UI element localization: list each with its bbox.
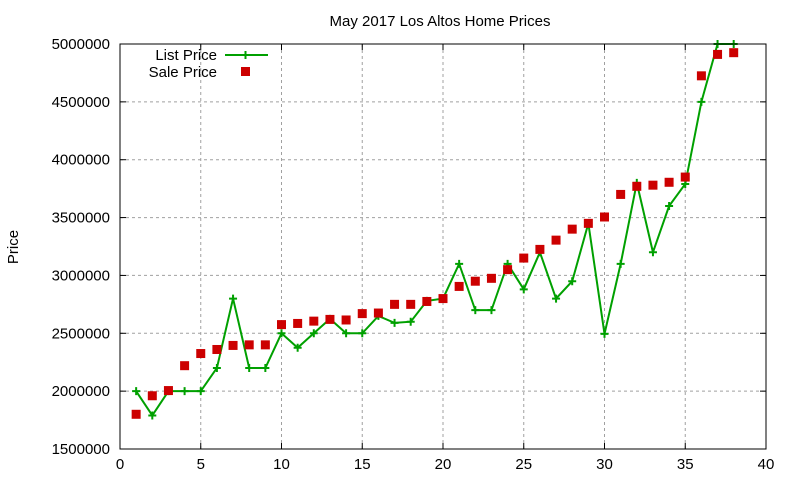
- legend: List Price Sale Price: [149, 47, 268, 81]
- list-price-point: [455, 259, 464, 268]
- sale-price-point: [583, 218, 593, 228]
- sale-price-point: [535, 244, 545, 254]
- list-price-point: [212, 364, 221, 372]
- sale-price-point: [325, 314, 335, 324]
- x-tick-label: 10: [273, 456, 290, 473]
- x-tick-label: 35: [677, 456, 694, 473]
- sale-price-point: [519, 253, 529, 263]
- list-price-point: [261, 364, 270, 372]
- list-price-point: [293, 343, 302, 352]
- list-price-point: [229, 294, 238, 303]
- list-price-point: [180, 387, 189, 396]
- x-tick-label: 0: [116, 456, 124, 473]
- sale-price-point: [648, 180, 658, 190]
- list-price-line: [135, 43, 734, 418]
- list-price-point: [390, 318, 399, 327]
- list-price-point: [568, 277, 577, 286]
- sale-price-point: [373, 308, 383, 318]
- legend-label-sale-price: Sale Price: [149, 64, 217, 81]
- sale-price-point: [551, 235, 561, 245]
- sale-price-point: [212, 344, 222, 354]
- chart-title: May 2017 Los Altos Home Prices: [330, 13, 551, 30]
- sale-price-point: [600, 212, 609, 222]
- sale-price-point: [196, 349, 206, 359]
- list-price-point: [648, 248, 657, 257]
- x-tick-label: 40: [758, 456, 775, 473]
- list-price-point: [342, 329, 351, 338]
- list-price-point: [148, 411, 157, 420]
- sale-price-point: [422, 296, 432, 306]
- list-price-point: [309, 329, 318, 338]
- x-tick-label: 15: [354, 456, 371, 473]
- list-price-point: [358, 329, 367, 338]
- list-price-point: [600, 329, 609, 338]
- list-price-point: [665, 202, 674, 210]
- y-tick-label: 2000000: [52, 383, 110, 400]
- sale-price-point: [260, 340, 270, 350]
- sale-price-point: [341, 315, 351, 325]
- list-price-point: [552, 294, 561, 303]
- sale-price-point: [729, 48, 739, 58]
- list-price-point: [697, 97, 706, 106]
- sale-price-point: [616, 189, 626, 199]
- x-tick-label: 20: [435, 456, 452, 473]
- sale-price-point: [503, 265, 513, 275]
- sale-price-point: [357, 309, 367, 319]
- sale-price-point: [163, 386, 173, 396]
- sale-price-point: [567, 224, 577, 234]
- sale-price-point: [309, 316, 319, 326]
- x-tick-label: 25: [515, 456, 532, 473]
- sale-price-point: [664, 177, 674, 187]
- sale-price-point: [696, 71, 706, 81]
- sale-price-point: [454, 281, 464, 291]
- y-tick-label: 5000000: [52, 36, 110, 53]
- sale-price-point: [147, 391, 157, 401]
- plot-frame: [119, 43, 767, 450]
- y-tick-label: 3500000: [52, 210, 110, 227]
- sale-price-point: [131, 409, 141, 419]
- list-price-point: [519, 285, 528, 294]
- list-price-point: [616, 259, 625, 268]
- sale-price-point: [180, 361, 190, 371]
- sale-price-point: [713, 49, 723, 59]
- sale-price-point: [228, 340, 238, 350]
- legend-marker-sale-price: [241, 67, 250, 76]
- sale-price-point: [406, 299, 416, 309]
- list-price-point: [487, 306, 496, 315]
- x-tick-label: 30: [596, 456, 613, 473]
- y-axis-label: Price: [5, 230, 22, 264]
- sale-price-point: [632, 181, 642, 191]
- x-tick-label: 5: [197, 456, 205, 473]
- list-price-point: [471, 306, 480, 315]
- sale-price-point: [438, 294, 448, 304]
- sale-price-point: [277, 320, 286, 330]
- sale-price-point: [470, 276, 480, 286]
- sale-price-point: [486, 273, 496, 283]
- y-tick-label: 4500000: [52, 94, 110, 111]
- sale-price-point: [293, 318, 303, 328]
- sale-price-point: [390, 299, 400, 309]
- list-price-point: [132, 387, 141, 396]
- list-price-point: [406, 317, 415, 326]
- series: [131, 40, 739, 420]
- y-tick-label: 4000000: [52, 152, 110, 169]
- list-price-point: [277, 329, 286, 338]
- y-tick-label: 1500000: [52, 441, 110, 458]
- sale-price-point: [244, 340, 254, 350]
- list-price-point: [245, 364, 254, 372]
- y-tick-label: 3000000: [52, 267, 110, 284]
- grid: [120, 44, 766, 449]
- list-price-point: [196, 387, 205, 396]
- sale-price-point: [680, 172, 690, 182]
- legend-label-list-price: List Price: [155, 47, 217, 64]
- y-tick-label: 2500000: [52, 325, 110, 342]
- legend-marker-list-price: [241, 51, 250, 59]
- ticks: 0 5 10 15 20 25 30 35 40 1500000 2000000 2500000 300…: [52, 36, 775, 473]
